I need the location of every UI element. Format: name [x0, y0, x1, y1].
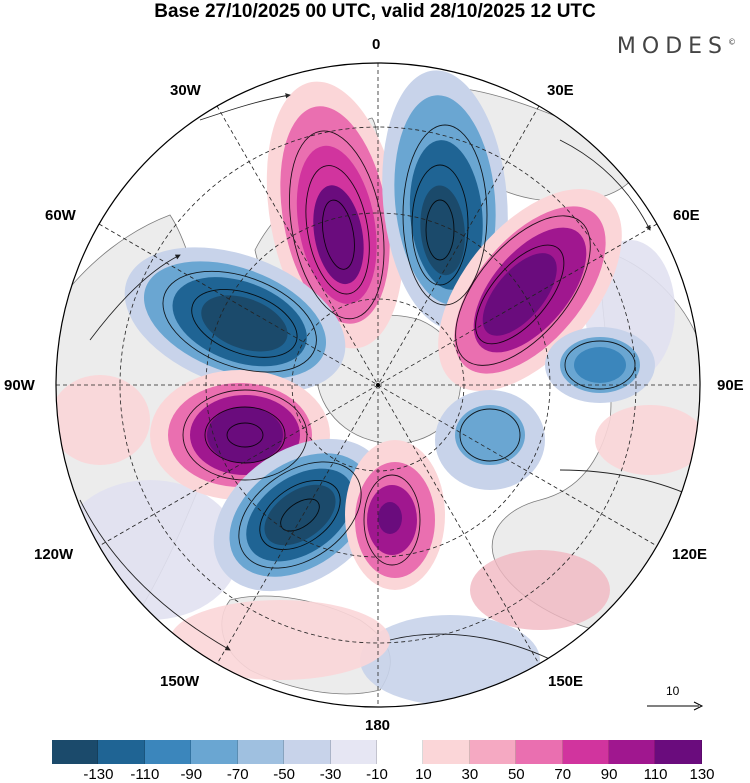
colorbar-segment — [52, 740, 99, 764]
reference-vector-label: 10 — [666, 684, 680, 698]
lon-label-0: 0 — [372, 36, 381, 53]
colorbar-segment — [562, 740, 610, 764]
positive-lobe-siberia — [438, 189, 622, 391]
reference-vector: 10 — [644, 684, 704, 714]
negative-lobe-east — [435, 327, 655, 490]
colorbar-segment — [144, 740, 192, 764]
colorbar-segment — [469, 740, 517, 764]
pale-pink-band — [170, 600, 390, 680]
colorbar-segment — [237, 740, 285, 764]
modes-logo: MODES© — [617, 34, 736, 59]
colorbar-tick-label: -70 — [226, 766, 249, 783]
lon-label-120e: 120E — [672, 546, 708, 563]
lon-label-90e: 90E — [717, 377, 744, 394]
negative-lobe-alaska — [213, 438, 387, 592]
colorbar-tick-label: -30 — [319, 766, 342, 783]
negative-lobe-europe — [382, 70, 508, 330]
lon-label-30e: 30E — [547, 82, 574, 99]
colorbar-segment — [284, 740, 331, 764]
colorbar-segment — [516, 740, 563, 764]
colorbar-tick-label: -130 — [83, 766, 114, 783]
colorbar-segment — [423, 740, 470, 764]
lon-label-150e: 150E — [548, 673, 584, 690]
colorbar-tick-label: -90 — [180, 766, 203, 783]
colorbar-segment — [330, 740, 377, 764]
lon-label-90w: 90W — [4, 377, 35, 394]
lon-label-120w: 120W — [34, 546, 74, 563]
pale-pink-band — [56, 375, 150, 465]
pale-pink-band — [595, 405, 700, 475]
colorbar — [52, 740, 702, 764]
anomaly-field — [56, 70, 700, 705]
streamlines — [79, 93, 700, 671]
colorbar-tick-label: -10 — [366, 766, 388, 783]
colorbar-segment — [609, 740, 656, 764]
pale-blue-band — [360, 615, 540, 705]
map-disc — [56, 63, 700, 707]
lon-label-150w: 150W — [160, 673, 200, 690]
map-title: Base 27/10/2025 00 UTC, valid 28/10/2025… — [154, 1, 596, 22]
colorbar-segment — [376, 740, 424, 764]
colorbar-tick-label: 10 — [415, 766, 432, 783]
negative-lobe-canada — [124, 247, 346, 393]
colorbar-tick-label: 110 — [643, 766, 668, 783]
colorbar-segment — [98, 740, 145, 764]
colorbar-tick-label: -110 — [130, 766, 160, 783]
colorbar-tick-label: 30 — [461, 766, 479, 783]
colorbar-tick-label: -50 — [273, 766, 295, 783]
colorbar-tick-label: 90 — [600, 766, 618, 783]
colorbar-tick-label: 70 — [554, 766, 572, 783]
lon-label-60w: 60W — [45, 207, 76, 224]
colorbar-tick-label: 50 — [507, 766, 525, 783]
lon-label-30w: 30W — [170, 82, 201, 99]
map-border — [55, 62, 701, 708]
colorbar-tick-label: 130 — [689, 766, 715, 783]
north-pole-marker — [376, 383, 380, 387]
lon-label-180: 180 — [365, 717, 391, 734]
colorbar-segment — [191, 740, 238, 764]
colorbar-segment — [655, 740, 702, 764]
lon-label-60e: 60E — [673, 207, 700, 224]
pale-blue-band — [60, 480, 240, 620]
copyright-mark: © — [728, 37, 736, 47]
pale-pink-band — [470, 550, 610, 630]
brand-text: MODES — [616, 34, 728, 59]
positive-lobe-bering — [345, 440, 445, 590]
reference-arrow-icon — [647, 701, 704, 711]
